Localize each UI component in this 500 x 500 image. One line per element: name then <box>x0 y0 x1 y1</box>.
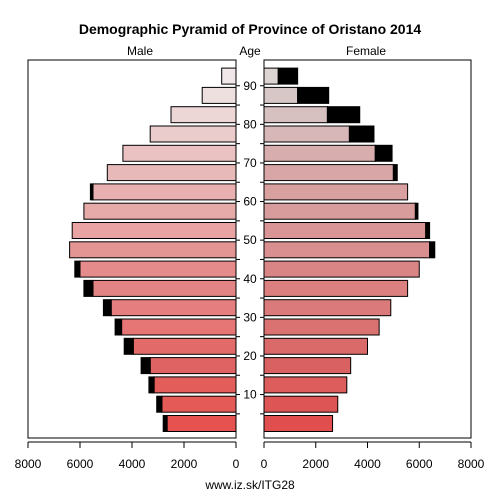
male-surplus-bar <box>114 318 123 336</box>
male-surplus-bar <box>156 395 163 413</box>
male-label: Male <box>127 44 153 58</box>
age-label: Age <box>239 44 261 58</box>
male-bar <box>79 260 237 278</box>
female-bar <box>263 279 409 297</box>
male-bar <box>153 376 237 394</box>
male-bar <box>201 86 237 104</box>
female-bar <box>263 299 392 317</box>
age-tick-label: 30 <box>243 310 257 324</box>
male-surplus-bar <box>140 357 151 375</box>
male-bar <box>71 222 237 239</box>
male-surplus-bar <box>123 337 134 355</box>
female-surplus-bar <box>392 164 398 182</box>
male-bar <box>69 241 237 259</box>
age-tick-label: 10 <box>243 388 257 402</box>
female-surplus-bar <box>297 86 330 104</box>
male-bar <box>166 415 237 432</box>
age-tick-label: 40 <box>243 272 257 286</box>
female-bar <box>263 164 394 182</box>
female-bar <box>263 376 348 394</box>
female-surplus-bar <box>414 202 419 220</box>
female-bar <box>263 241 431 259</box>
female-surplus-bar <box>429 241 436 259</box>
female-x-tick-label: 2000 <box>302 457 329 471</box>
male-bar <box>92 183 237 201</box>
male-bar <box>106 164 237 182</box>
age-tick-label: 50 <box>243 233 257 247</box>
female-surplus-bar <box>277 67 299 85</box>
male-surplus-bar <box>89 183 94 201</box>
female-bar <box>263 86 299 104</box>
male-bar <box>149 357 237 375</box>
male-surplus-bar <box>162 415 168 432</box>
male-bar <box>92 279 237 297</box>
female-bar <box>263 415 334 432</box>
footer-url: www.iz.sk/ITG28 <box>204 478 295 492</box>
female-bar <box>263 222 427 239</box>
female-bar <box>263 106 328 124</box>
female-x-tick-label: 0 <box>261 457 268 471</box>
female-bar <box>263 337 368 355</box>
male-bar <box>161 395 237 413</box>
age-tick-label: 90 <box>243 79 257 93</box>
female-bar <box>263 67 279 85</box>
age-tick-label: 70 <box>243 156 257 170</box>
female-bar <box>263 260 420 278</box>
age-tick-label: 60 <box>243 195 257 209</box>
female-bar <box>263 318 380 336</box>
chart-title: Demographic Pyramid of Province of Orist… <box>79 21 422 37</box>
male-bar <box>83 202 237 220</box>
male-x-tick-label: 2000 <box>171 457 198 471</box>
male-bar <box>221 67 237 85</box>
female-surplus-bar <box>425 222 431 239</box>
male-bar <box>132 337 237 355</box>
male-surplus-bar <box>102 299 112 317</box>
female-x-tick-label: 6000 <box>406 457 433 471</box>
female-surplus-bar <box>348 125 375 143</box>
male-bar <box>170 106 237 124</box>
male-bar <box>110 299 237 317</box>
female-surplus-bar <box>374 144 393 162</box>
age-tick-label: 80 <box>243 117 257 131</box>
female-x-tick-label: 4000 <box>354 457 381 471</box>
female-surplus-bar <box>326 106 361 124</box>
age-tick-label: 20 <box>243 349 257 363</box>
male-x-tick-label: 6000 <box>67 457 94 471</box>
male-x-tick-label: 8000 <box>15 457 42 471</box>
female-bar <box>263 125 350 143</box>
female-bar <box>263 183 409 201</box>
male-x-tick-label: 0 <box>233 457 240 471</box>
female-bar <box>263 357 352 375</box>
male-surplus-bar <box>83 279 94 297</box>
male-bar <box>149 125 237 143</box>
male-surplus-bar <box>74 260 81 278</box>
female-x-tick-label: 8000 <box>458 457 485 471</box>
female-bar <box>263 395 339 413</box>
male-x-tick-label: 4000 <box>119 457 146 471</box>
female-bar <box>263 144 376 162</box>
male-bar <box>122 144 237 162</box>
male-surplus-bar <box>148 376 155 394</box>
male-bar <box>121 318 237 336</box>
female-bar <box>263 202 416 220</box>
plot-area: 10 20 30 40 50 60 70 80 90 0 0 2000 2000 4000 4000 6000… <box>15 59 485 471</box>
female-label: Female <box>346 44 386 58</box>
